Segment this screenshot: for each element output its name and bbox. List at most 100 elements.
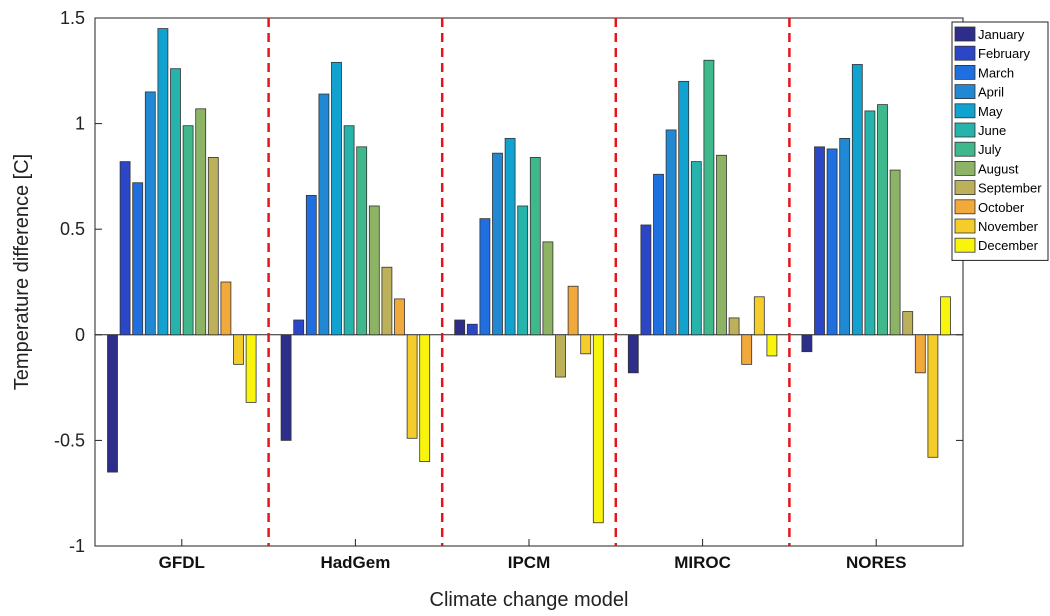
bar-ipcm-march — [479, 218, 491, 336]
bar-gfdl-march — [132, 182, 144, 336]
bar-nores-december — [940, 296, 951, 336]
bar-miroc-september — [728, 317, 740, 336]
bar-ipcm-april — [492, 152, 503, 336]
legend-label-july: July — [978, 142, 1002, 157]
legend-swatch-may — [954, 103, 976, 119]
legend: January February March April May June July Augu… — [951, 21, 1049, 261]
bar-nores-july — [877, 104, 888, 336]
bar-hadgem-march — [305, 195, 317, 336]
bar-gfdl-may — [157, 28, 169, 336]
legend-swatch-march — [954, 65, 976, 80]
bar-gfdl-october — [220, 281, 232, 336]
legend-label-april: April — [978, 85, 1004, 100]
y-tick-label: 1.5 — [60, 8, 85, 28]
bar-miroc-december — [766, 334, 778, 357]
y-tick-label: -0.5 — [54, 430, 85, 450]
bar-miroc-october — [741, 334, 753, 365]
y-tick-label: 1 — [75, 114, 85, 134]
bar-miroc-august — [716, 154, 727, 336]
bar-hadgem-january — [280, 334, 292, 441]
bar-miroc-march — [653, 173, 664, 336]
legend-label-january: January — [978, 27, 1025, 42]
bar-gfdl-august — [195, 108, 207, 336]
legend-swatch-august — [954, 160, 976, 176]
bar-nores-february — [814, 146, 825, 336]
bar-hadgem-november — [406, 334, 418, 439]
legend-label-june: June — [978, 123, 1006, 138]
bar-gfdl-february — [119, 161, 131, 336]
bar-miroc-june — [690, 161, 702, 336]
bar-nores-may — [851, 64, 863, 336]
legend-label-may: May — [978, 104, 1003, 119]
bar-miroc-november — [753, 296, 765, 336]
bar-hadgem-february — [293, 319, 305, 336]
model-separators — [267, 18, 791, 546]
x-tick-label: MIROC — [674, 553, 731, 572]
bar-nores-october — [914, 334, 926, 374]
legend-label-september: September — [978, 181, 1042, 196]
x-tick-label: HadGem — [320, 553, 390, 572]
bar-nores-august — [889, 169, 901, 336]
bar-nores-april — [839, 137, 851, 336]
x-tick-label: IPCM — [508, 553, 551, 572]
bar-hadgem-august — [368, 205, 380, 336]
bar-hadgem-october — [394, 298, 405, 336]
bar-ipcm-september — [555, 334, 566, 378]
bar-hadgem-september — [381, 266, 393, 336]
legend-swatch-september — [954, 180, 976, 196]
bar-gfdl-november — [233, 334, 244, 365]
bar-ipcm-february — [466, 323, 478, 336]
bar-miroc-february — [640, 224, 652, 336]
bar-ipcm-january — [454, 319, 466, 336]
bar-hadgem-may — [331, 61, 342, 336]
bar-gfdl-december — [245, 334, 257, 403]
x-axis: GFDL HadGem IPCM MIROC NORES — [159, 539, 906, 572]
bar-nores-september — [902, 311, 914, 336]
bar-ipcm-august — [542, 241, 554, 336]
bar-gfdl-september — [207, 156, 219, 336]
legend-label-february: February — [978, 46, 1031, 61]
bar-ipcm-december — [592, 334, 604, 524]
legend-label-november: November — [978, 219, 1039, 234]
bar-miroc-april — [665, 129, 677, 336]
bar-hadgem-april — [318, 93, 330, 336]
legend-label-march: March — [978, 65, 1014, 80]
bar-nores-november — [927, 334, 939, 458]
bar-nores-march — [826, 148, 838, 336]
y-tick-label: 0.5 — [60, 219, 85, 239]
x-tick-label: GFDL — [159, 553, 205, 572]
legend-swatch-february — [954, 45, 976, 61]
bar-miroc-may — [678, 80, 690, 336]
legend-label-august: August — [978, 161, 1019, 176]
legend-label-october: October — [978, 200, 1025, 215]
y-tick-label: -1 — [69, 536, 85, 556]
x-axis-title: Climate change model — [430, 589, 629, 611]
bar-hadgem-july — [356, 146, 368, 336]
bar-ipcm-july — [529, 156, 541, 336]
legend-swatch-january — [954, 26, 976, 42]
bar-hadgem-december — [419, 334, 431, 462]
bar-ipcm-may — [504, 137, 516, 336]
bars-group — [107, 28, 951, 524]
bar-miroc-january — [627, 334, 639, 374]
bar-miroc-july — [703, 59, 715, 336]
bar-nores-january — [801, 334, 813, 353]
bar-ipcm-june — [517, 205, 529, 336]
legend-swatch-april — [954, 84, 976, 99]
y-tick-label: 0 — [75, 325, 85, 345]
bar-hadgem-june — [343, 125, 355, 336]
legend-swatch-october — [954, 199, 976, 215]
legend-label-december: December — [978, 238, 1039, 253]
y-axis-title: Temperature difference [C] — [11, 154, 33, 390]
legend-swatch-july — [954, 141, 976, 157]
bar-ipcm-october — [567, 285, 579, 336]
legend-swatch-december — [954, 237, 976, 253]
bar-gfdl-january — [107, 334, 118, 473]
y-axis: -1 -0.5 0 0.5 1 1.5 — [54, 8, 963, 556]
bar-gfdl-july — [182, 125, 194, 336]
x-tick-label: NORES — [846, 553, 906, 572]
bar-gfdl-april — [144, 91, 156, 336]
legend-swatch-june — [954, 122, 976, 138]
bar-nores-june — [864, 110, 876, 336]
